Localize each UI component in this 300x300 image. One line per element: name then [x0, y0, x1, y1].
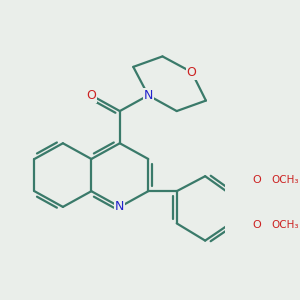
Text: O: O: [86, 89, 96, 102]
Text: OCH₃: OCH₃: [272, 220, 299, 230]
Text: O: O: [253, 175, 261, 185]
Text: OCH₃: OCH₃: [272, 175, 299, 185]
Text: O: O: [253, 220, 261, 230]
Text: O: O: [187, 66, 196, 79]
Text: N: N: [115, 200, 124, 213]
Text: N: N: [144, 89, 153, 102]
